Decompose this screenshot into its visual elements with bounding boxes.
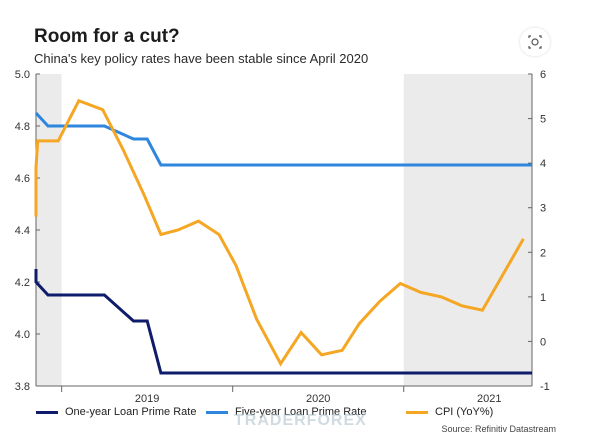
watermark-logo: TRADERFOREX <box>234 412 367 429</box>
legend-swatch-one-year <box>36 410 58 414</box>
left-tick-label-4: 4.6 <box>15 173 30 185</box>
legend-item-cpi: CPI (YoY%) <box>406 406 493 418</box>
right-tick-label-6: 5 <box>540 114 546 126</box>
legend-swatch-cpi <box>406 410 428 414</box>
lens-icon <box>528 35 542 49</box>
left-tick-label-3: 4.4 <box>15 225 30 237</box>
legend-label-five-year: Five-year Loan Prime Rate <box>235 406 367 418</box>
left-tick-label-0: 3.8 <box>15 381 30 393</box>
legend-item-five-year: Five-year Loan Prime Rate <box>206 406 406 418</box>
left-tick-label-1: 4.0 <box>15 329 30 341</box>
x-tick-label-1: 2020 <box>306 393 330 405</box>
right-tick-label-3: 2 <box>540 247 546 259</box>
right-tick-label-0: -1 <box>540 381 550 393</box>
legend-label-one-year: One-year Loan Prime Rate <box>65 406 197 418</box>
series-line-1 <box>34 111 532 167</box>
shaded-region-1 <box>403 74 532 386</box>
right-tick-label-4: 3 <box>540 203 546 215</box>
series-line-0 <box>34 269 532 375</box>
left-tick-label-6: 5.0 <box>15 69 30 81</box>
lens-button[interactable] <box>520 28 550 56</box>
source-note: Source: Refinitiv Datastream <box>441 424 556 434</box>
left-tick-label-2: 4.2 <box>15 277 30 289</box>
x-tick-label-0: 2019 <box>135 393 159 405</box>
chart-legend: One-year Loan Prime Rate Five-year Loan … <box>36 406 556 418</box>
legend-label-cpi: CPI (YoY%) <box>435 406 494 418</box>
right-tick-label-2: 1 <box>540 292 546 304</box>
legend-item-one-year: One-year Loan Prime Rate <box>36 406 206 418</box>
x-tick-label-2: 2021 <box>477 393 501 405</box>
series-line-2 <box>34 98 525 367</box>
legend-swatch-five-year <box>206 410 228 414</box>
right-tick-label-7: 6 <box>540 69 546 81</box>
chart-title: Room for a cut? <box>34 26 180 47</box>
chart-subtitle: China's key policy rates have been stabl… <box>34 51 369 66</box>
right-tick-label-1: 0 <box>540 336 546 348</box>
right-tick-label-5: 4 <box>540 158 546 170</box>
left-tick-label-5: 4.8 <box>15 121 30 133</box>
